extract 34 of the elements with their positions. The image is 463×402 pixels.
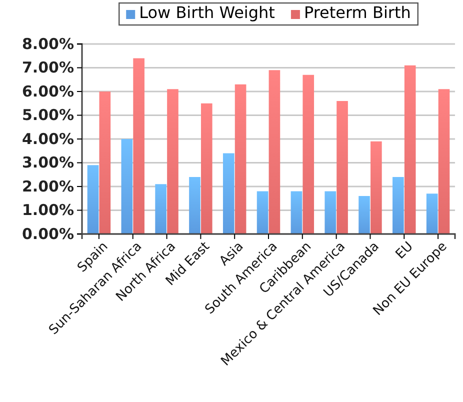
- y-tick-label: 3.00%: [22, 154, 74, 172]
- bar: [392, 177, 404, 234]
- bar: [370, 141, 382, 234]
- bar: [290, 191, 302, 234]
- x-tick-label: EU: [393, 239, 416, 262]
- y-tick-label: 7.00%: [22, 58, 74, 77]
- bar: [336, 101, 348, 234]
- bar: [222, 153, 234, 234]
- bar: [324, 191, 336, 234]
- bar: [426, 194, 438, 234]
- bar: [404, 65, 416, 234]
- y-tick-label: 5.00%: [22, 106, 74, 124]
- y-tick-label: 4.00%: [22, 130, 74, 148]
- bar: [200, 103, 212, 234]
- y-tick-label: 0.00%: [22, 224, 74, 243]
- bar: [87, 165, 99, 234]
- bar: [438, 89, 450, 234]
- y-tick-label: 6.00%: [22, 82, 74, 100]
- bar: [268, 70, 280, 234]
- bar: [256, 191, 268, 234]
- legend-label: Preterm Birth: [304, 3, 411, 22]
- bar: [133, 58, 144, 234]
- bar: [99, 92, 111, 234]
- bar: [302, 74, 314, 234]
- bar: [167, 89, 178, 234]
- legend-label: Low Birth Weight: [139, 3, 275, 22]
- y-tick-label: 1.00%: [22, 201, 74, 220]
- bar: [155, 184, 166, 234]
- y-tick-label: 2.00%: [22, 177, 74, 196]
- bar: [189, 177, 200, 234]
- y-tick-label: 8.00%: [22, 34, 74, 53]
- bar: [358, 196, 370, 234]
- bar: [121, 139, 133, 234]
- bar: [234, 84, 246, 234]
